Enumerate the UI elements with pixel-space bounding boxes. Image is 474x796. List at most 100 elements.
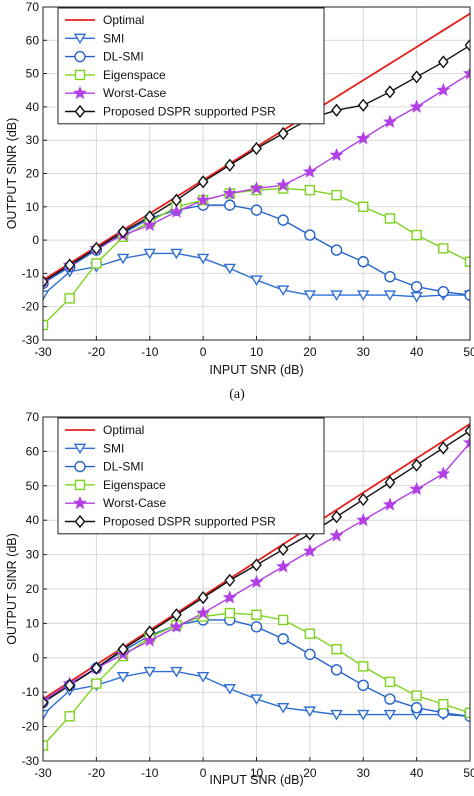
panel-a-point-eigenspace bbox=[305, 186, 314, 195]
panel-b-point-dl-smi bbox=[278, 634, 288, 644]
panel-b-y-tick-label: -20 bbox=[22, 720, 40, 734]
panel-a-point-eigenspace bbox=[332, 191, 341, 200]
panel-a-x-tick-label: -30 bbox=[34, 345, 52, 359]
panel-a-y-tick-label: 40 bbox=[26, 100, 40, 114]
panel-b-legend-label-dl-smi: DL-SMI bbox=[103, 460, 144, 474]
panel-a-x-axis-title: INPUT SNR (dB) bbox=[209, 363, 303, 377]
panel-b-point-eigenspace bbox=[385, 677, 394, 686]
panel-a-legend-item-eigenspace: Eigenspace bbox=[65, 68, 166, 82]
panel-b-y-tick-label: -10 bbox=[22, 685, 40, 699]
panel-b-x-tick-label: -20 bbox=[88, 766, 106, 780]
panel-b-legend-marker-eigenspace bbox=[76, 480, 85, 489]
panel-b-y-tick-label: 20 bbox=[26, 582, 40, 596]
panel-a-point-dl-smi bbox=[278, 215, 288, 225]
panel-b-legend-label-smi: SMI bbox=[103, 441, 124, 455]
panel-b-point-eigenspace bbox=[279, 615, 288, 624]
panel-a-x-tick-label: 0 bbox=[200, 345, 207, 359]
panel-b-y-tick-label: 30 bbox=[26, 548, 40, 562]
panel-b-x-tick-label: 40 bbox=[410, 766, 424, 780]
panel-a-point-dl-smi bbox=[252, 205, 262, 215]
panel-a-point-dl-smi bbox=[358, 257, 368, 267]
panel-b-x-tick-label: 30 bbox=[357, 766, 371, 780]
panel-a-legend-label-eigenspace: Eigenspace bbox=[103, 68, 166, 82]
panel-a-point-dl-smi bbox=[438, 287, 448, 297]
panel-a-y-tick-label: 10 bbox=[26, 200, 40, 214]
panel-a-x-tick-label: 10 bbox=[250, 345, 264, 359]
panel-b-point-eigenspace bbox=[412, 691, 421, 700]
panel-a-point-dl-smi bbox=[412, 282, 422, 292]
panel-b-legend: Optimal SMI DL-SMI Eigenspace Worst-Case Prop… bbox=[58, 418, 324, 534]
panel-b-y-tick-label: 60 bbox=[26, 444, 40, 458]
panel-b-point-eigenspace bbox=[92, 679, 101, 688]
panel-b-x-axis-title: INPUT SNR (dB) bbox=[209, 773, 303, 787]
panel-b-point-eigenspace bbox=[252, 610, 261, 619]
panel-b-x-tick-label: -30 bbox=[34, 766, 52, 780]
panel-a-y-tick-label: -10 bbox=[22, 266, 40, 280]
panel-b-legend-label-proposed-dspr-supported-psr: Proposed DSPR supported PSR bbox=[103, 515, 276, 529]
panel-a-x-tick-label: 30 bbox=[357, 345, 371, 359]
panel-a-point-dl-smi bbox=[305, 230, 315, 240]
panel-a-y-tick-label: 30 bbox=[26, 133, 40, 147]
panel-a-y-tick-label: 0 bbox=[32, 233, 39, 247]
panel-b-point-eigenspace bbox=[305, 629, 314, 638]
panel-b-x-tick-label: 0 bbox=[200, 766, 207, 780]
panel-b-legend-marker-dl-smi bbox=[75, 462, 85, 472]
panel-b-point-dl-smi bbox=[412, 703, 422, 713]
panel-a-y-tick-label: 20 bbox=[26, 167, 40, 181]
panel-b-y-tick-label: 70 bbox=[26, 410, 40, 424]
panel-a-legend-marker-dl-smi bbox=[75, 52, 85, 62]
panel-a-caption: (a) bbox=[229, 387, 245, 402]
panel-a-x-tick-label: -20 bbox=[88, 345, 106, 359]
panel-b-point-eigenspace bbox=[65, 712, 74, 721]
panel-b-point-eigenspace bbox=[439, 700, 448, 709]
panel-b-point-dl-smi bbox=[252, 622, 262, 632]
panel-a-y-tick-label: -30 bbox=[22, 333, 40, 347]
panel-b-legend-item-eigenspace: Eigenspace bbox=[65, 478, 166, 492]
panel-a-legend-marker-eigenspace bbox=[76, 70, 85, 79]
panel-b-legend-label-eigenspace: Eigenspace bbox=[103, 478, 166, 492]
panel-a-point-eigenspace bbox=[385, 214, 394, 223]
panel-a-legend-label-smi: SMI bbox=[103, 31, 124, 45]
panel-a-x-tick-label: 50 bbox=[463, 345, 474, 359]
panel-a-point-eigenspace bbox=[65, 294, 74, 303]
panel-b-point-dl-smi bbox=[358, 680, 368, 690]
panel-b-x-tick-label: -10 bbox=[141, 766, 159, 780]
panel-b-y-tick-label: 40 bbox=[26, 513, 40, 527]
panel-a-x-tick-label: 40 bbox=[410, 345, 424, 359]
panel-b-y-tick-label: 0 bbox=[32, 651, 39, 665]
panel-b-point-eigenspace bbox=[359, 662, 368, 671]
panel-a-point-eigenspace bbox=[92, 259, 101, 268]
panel-a-point-dl-smi bbox=[225, 200, 235, 210]
panel-b-x-tick-label: 50 bbox=[463, 766, 474, 780]
panel-a-legend: Optimal SMI DL-SMI Eigenspace Worst-Case Prop… bbox=[58, 8, 324, 124]
panel-a-x-tick-label: -10 bbox=[141, 345, 159, 359]
panel-b-point-dl-smi bbox=[332, 665, 342, 675]
panel-b-legend-label-optimal: Optimal bbox=[103, 423, 144, 437]
panel-a-y-tick-label: 50 bbox=[26, 67, 40, 81]
panel-b-y-axis-title: OUTPUT SINR (dB) bbox=[5, 533, 19, 645]
panel-a-point-eigenspace bbox=[359, 202, 368, 211]
panel-a-legend-label-proposed-dspr-supported-psr: Proposed DSPR supported PSR bbox=[103, 105, 276, 119]
panel-a-y-tick-label: 60 bbox=[26, 33, 40, 47]
panel-a-point-dl-smi bbox=[385, 272, 395, 282]
panel-b-point-eigenspace bbox=[332, 645, 341, 654]
panel-a-legend-label-worst-case: Worst-Case bbox=[103, 86, 166, 100]
panel-a-point-eigenspace bbox=[412, 231, 421, 240]
panel-a-point-eigenspace bbox=[439, 244, 448, 253]
panel-b-y-tick-label: 50 bbox=[26, 479, 40, 493]
panel-b-point-eigenspace bbox=[225, 609, 234, 618]
panel-b-point-dl-smi bbox=[385, 694, 395, 704]
panel-b-y-tick-label: 10 bbox=[26, 616, 40, 630]
panel-a-y-tick-label: 70 bbox=[26, 0, 40, 14]
panel-b-y-tick-label: -30 bbox=[22, 754, 40, 768]
panel-b-x-tick-label: 20 bbox=[303, 766, 317, 780]
panel-a-legend-label-dl-smi: DL-SMI bbox=[103, 50, 144, 64]
panel-b-legend-label-worst-case: Worst-Case bbox=[103, 496, 166, 510]
panel-a-legend-label-optimal: Optimal bbox=[103, 13, 144, 27]
panel-b-point-dl-smi bbox=[305, 649, 315, 659]
panel-a-x-tick-label: 20 bbox=[303, 345, 317, 359]
